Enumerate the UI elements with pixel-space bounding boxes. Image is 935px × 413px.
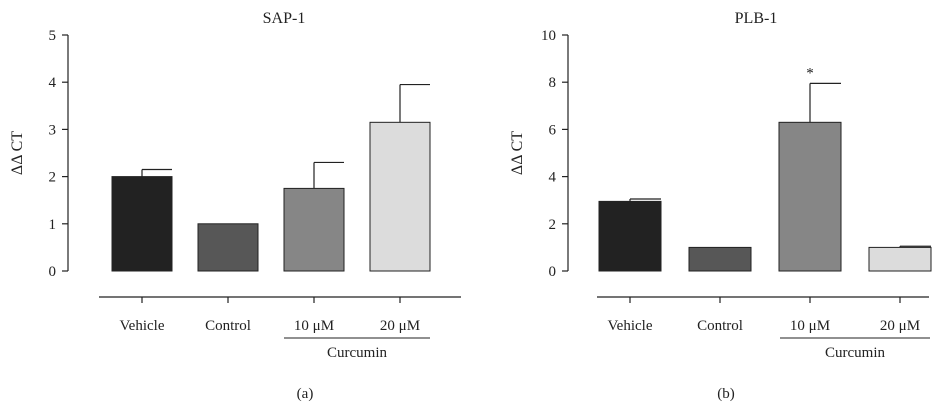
bar [778,121,842,272]
category-label: Vehicle [608,318,653,334]
category-label: Control [697,318,743,334]
panel-label: (b) [717,386,735,402]
y-tick-label: 3 [49,122,57,138]
y-tick-label: 0 [549,264,557,280]
significance-marker: * [806,65,814,81]
y-tick-label: 2 [549,217,557,233]
category-label: Vehicle [120,318,165,334]
panel-a: SAP-1 0 1 2 3 4 5 ΔΔ CT Vehicle Control 10 μM 20 μM… [9,10,461,402]
bar [868,246,932,272]
bar [283,187,345,272]
bar [111,176,173,272]
group-label: Curcumin [825,345,885,361]
y-axis-label: ΔΔ CT [9,131,26,175]
y-tick-label: 6 [549,122,557,138]
category-label: 20 μM [380,318,420,334]
category-label: 20 μM [880,318,920,334]
panel-b: PLB-1 0 2 4 6 8 10 ΔΔ CT Vehicle Control * 10 μM 20 … [509,10,932,402]
bar [598,200,662,272]
y-tick-label: 10 [541,28,556,44]
y-tick-label: 4 [549,170,557,186]
category-label: Control [205,318,251,334]
y-tick-label: 8 [549,75,557,91]
y-tick-label: 2 [49,170,57,186]
bar [369,121,431,272]
category-label: 10 μM [790,318,830,334]
chart-title: SAP-1 [263,10,306,27]
category-label: 10 μM [294,318,334,334]
group-label: Curcumin [327,345,387,361]
bar [197,223,259,272]
y-tick-label: 1 [49,217,57,233]
y-tick-label: 5 [49,28,57,44]
bar [688,246,752,272]
chart-title: PLB-1 [735,10,778,27]
y-axis-label: ΔΔ CT [509,131,526,175]
panel-label: (a) [297,386,314,402]
y-tick-label: 4 [49,75,57,91]
y-tick-label: 0 [49,264,57,280]
